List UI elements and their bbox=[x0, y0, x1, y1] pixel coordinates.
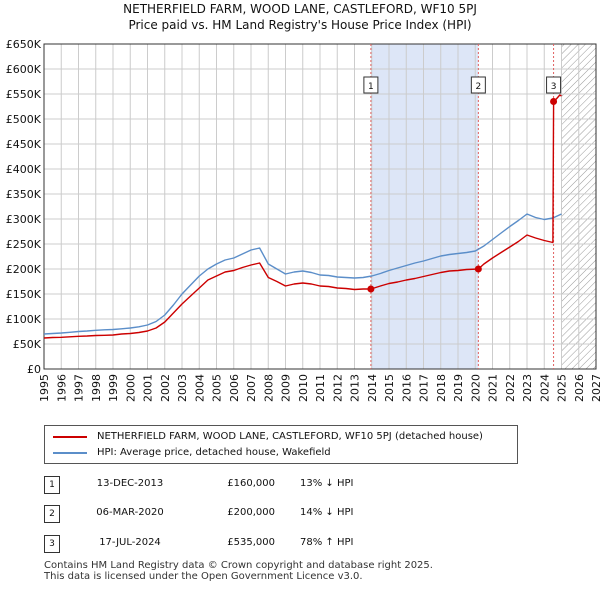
x-tick-label: 1995 bbox=[38, 374, 51, 402]
x-tick-label: 2013 bbox=[349, 374, 362, 402]
x-tick-label: 2016 bbox=[400, 374, 413, 402]
x-tick-label: 1999 bbox=[107, 374, 120, 402]
footer-attribution: Contains HM Land Registry data © Crown c… bbox=[44, 560, 433, 582]
sale-number-label: 2 bbox=[475, 82, 481, 92]
x-tick-label: 1998 bbox=[90, 374, 103, 402]
sale-hpi-comparison: 78% ↑ HPI bbox=[300, 537, 354, 548]
x-tick-label: 2006 bbox=[228, 374, 241, 402]
y-tick-label: £300K bbox=[6, 213, 42, 226]
x-tick-label: 2017 bbox=[418, 374, 431, 402]
x-tick-label: 2007 bbox=[245, 374, 258, 402]
sale-row: 2 06-MAR-2020 £200,000 14% ↓ HPI bbox=[0, 505, 600, 527]
y-tick-label: £250K bbox=[6, 238, 42, 251]
y-tick-label: £100K bbox=[6, 313, 42, 326]
sale-number-badge: 2 bbox=[44, 505, 60, 523]
x-tick-label: 2008 bbox=[262, 374, 275, 402]
chart-title-line1: NETHERFIELD FARM, WOOD LANE, CASTLEFORD,… bbox=[123, 2, 477, 16]
x-tick-label: 2020 bbox=[469, 374, 482, 402]
x-tick-label: 2009 bbox=[280, 374, 293, 402]
x-tick-label: 2024 bbox=[538, 374, 551, 402]
sale-point bbox=[474, 265, 482, 273]
x-tick-label: 2003 bbox=[176, 374, 189, 402]
x-tick-label: 2004 bbox=[193, 374, 206, 402]
sale-date: 13-DEC-2013 bbox=[96, 478, 164, 489]
footer-line-copyright: Contains HM Land Registry data © Crown c… bbox=[44, 560, 433, 571]
x-tick-label: 2010 bbox=[297, 374, 310, 402]
sale-point bbox=[550, 98, 558, 105]
sale-date: 17-JUL-2024 bbox=[99, 537, 161, 548]
shaded-period bbox=[370, 44, 479, 369]
x-tick-label: 2027 bbox=[590, 374, 600, 402]
y-tick-label: £150K bbox=[6, 288, 42, 301]
y-tick-label: £600K bbox=[6, 63, 42, 76]
x-tick-label: 2000 bbox=[124, 374, 137, 402]
sale-number-box bbox=[546, 76, 562, 94]
x-tick-label: 2014 bbox=[366, 374, 379, 402]
chart-legend: NETHERFIELD FARM, WOOD LANE, CASTLEFORD,… bbox=[44, 425, 518, 464]
y-tick-label: £50K bbox=[13, 338, 42, 351]
sale-row: 3 17-JUL-2024 £535,000 78% ↑ HPI bbox=[0, 535, 600, 557]
legend-label-property: NETHERFIELD FARM, WOOD LANE, CASTLEFORD,… bbox=[97, 431, 483, 442]
sale-hpi-comparison: 13% ↓ HPI bbox=[300, 478, 354, 489]
sale-price: £535,000 bbox=[227, 537, 275, 548]
x-tick-label: 2015 bbox=[383, 374, 396, 402]
y-tick-label: £450K bbox=[6, 138, 42, 151]
x-tick-label: 2025 bbox=[556, 374, 569, 402]
legend-swatch-property bbox=[53, 436, 87, 438]
plot-frame bbox=[43, 43, 597, 370]
x-tick-label: 2011 bbox=[314, 374, 327, 402]
y-tick-label: £350K bbox=[6, 188, 42, 201]
y-tick-label: £400K bbox=[6, 163, 42, 176]
y-tick-label: £0 bbox=[27, 363, 41, 376]
legend-label-hpi: HPI: Average price, detached house, Wake… bbox=[97, 447, 331, 458]
x-tick-label: 2001 bbox=[142, 374, 155, 402]
series-line-property bbox=[44, 94, 562, 339]
price-chart: 1 2 3 £0 £50K £100K £150K £200K £250K £300K £350K £… bbox=[6, 38, 600, 402]
x-tick-label: 2022 bbox=[504, 374, 517, 402]
series-line-hpi bbox=[44, 213, 562, 335]
y-tick-label: £650K bbox=[6, 38, 42, 51]
y-tick-label: £200K bbox=[6, 263, 42, 276]
sale-price: £160,000 bbox=[227, 478, 275, 489]
sale-price: £200,000 bbox=[227, 507, 275, 518]
x-tick-label: 2021 bbox=[487, 374, 500, 402]
sale-number-label: 1 bbox=[368, 82, 374, 92]
sale-number-box bbox=[470, 76, 486, 94]
x-tick-label: 2012 bbox=[331, 374, 344, 402]
chart-title-line2: Price paid vs. HM Land Registry's House … bbox=[128, 18, 472, 32]
sale-number-badge: 3 bbox=[44, 535, 60, 553]
sale-number-box bbox=[363, 76, 379, 94]
x-tick-label: 2005 bbox=[211, 374, 224, 402]
sale-number-label: 3 bbox=[551, 82, 557, 92]
x-tick-label: 1996 bbox=[55, 374, 68, 402]
x-tick-label: 2023 bbox=[521, 374, 534, 402]
x-tick-label: 2002 bbox=[159, 374, 172, 402]
x-tick-label: 2026 bbox=[573, 374, 586, 402]
x-tick-label: 2019 bbox=[452, 374, 465, 402]
sale-date: 06-MAR-2020 bbox=[96, 507, 164, 518]
sale-row: 1 13-DEC-2013 £160,000 13% ↓ HPI bbox=[0, 476, 600, 498]
y-tick-label: £550K bbox=[6, 88, 42, 101]
sale-hpi-comparison: 14% ↓ HPI bbox=[300, 507, 354, 518]
footer-line-licence: This data is licensed under the Open Gov… bbox=[44, 571, 363, 582]
sale-point bbox=[367, 285, 375, 293]
sale-number-badge: 1 bbox=[44, 476, 60, 494]
x-tick-label: 2018 bbox=[435, 374, 448, 402]
y-tick-label: £500K bbox=[6, 113, 42, 126]
legend-swatch-hpi bbox=[53, 452, 87, 454]
x-tick-label: 1997 bbox=[73, 374, 86, 402]
